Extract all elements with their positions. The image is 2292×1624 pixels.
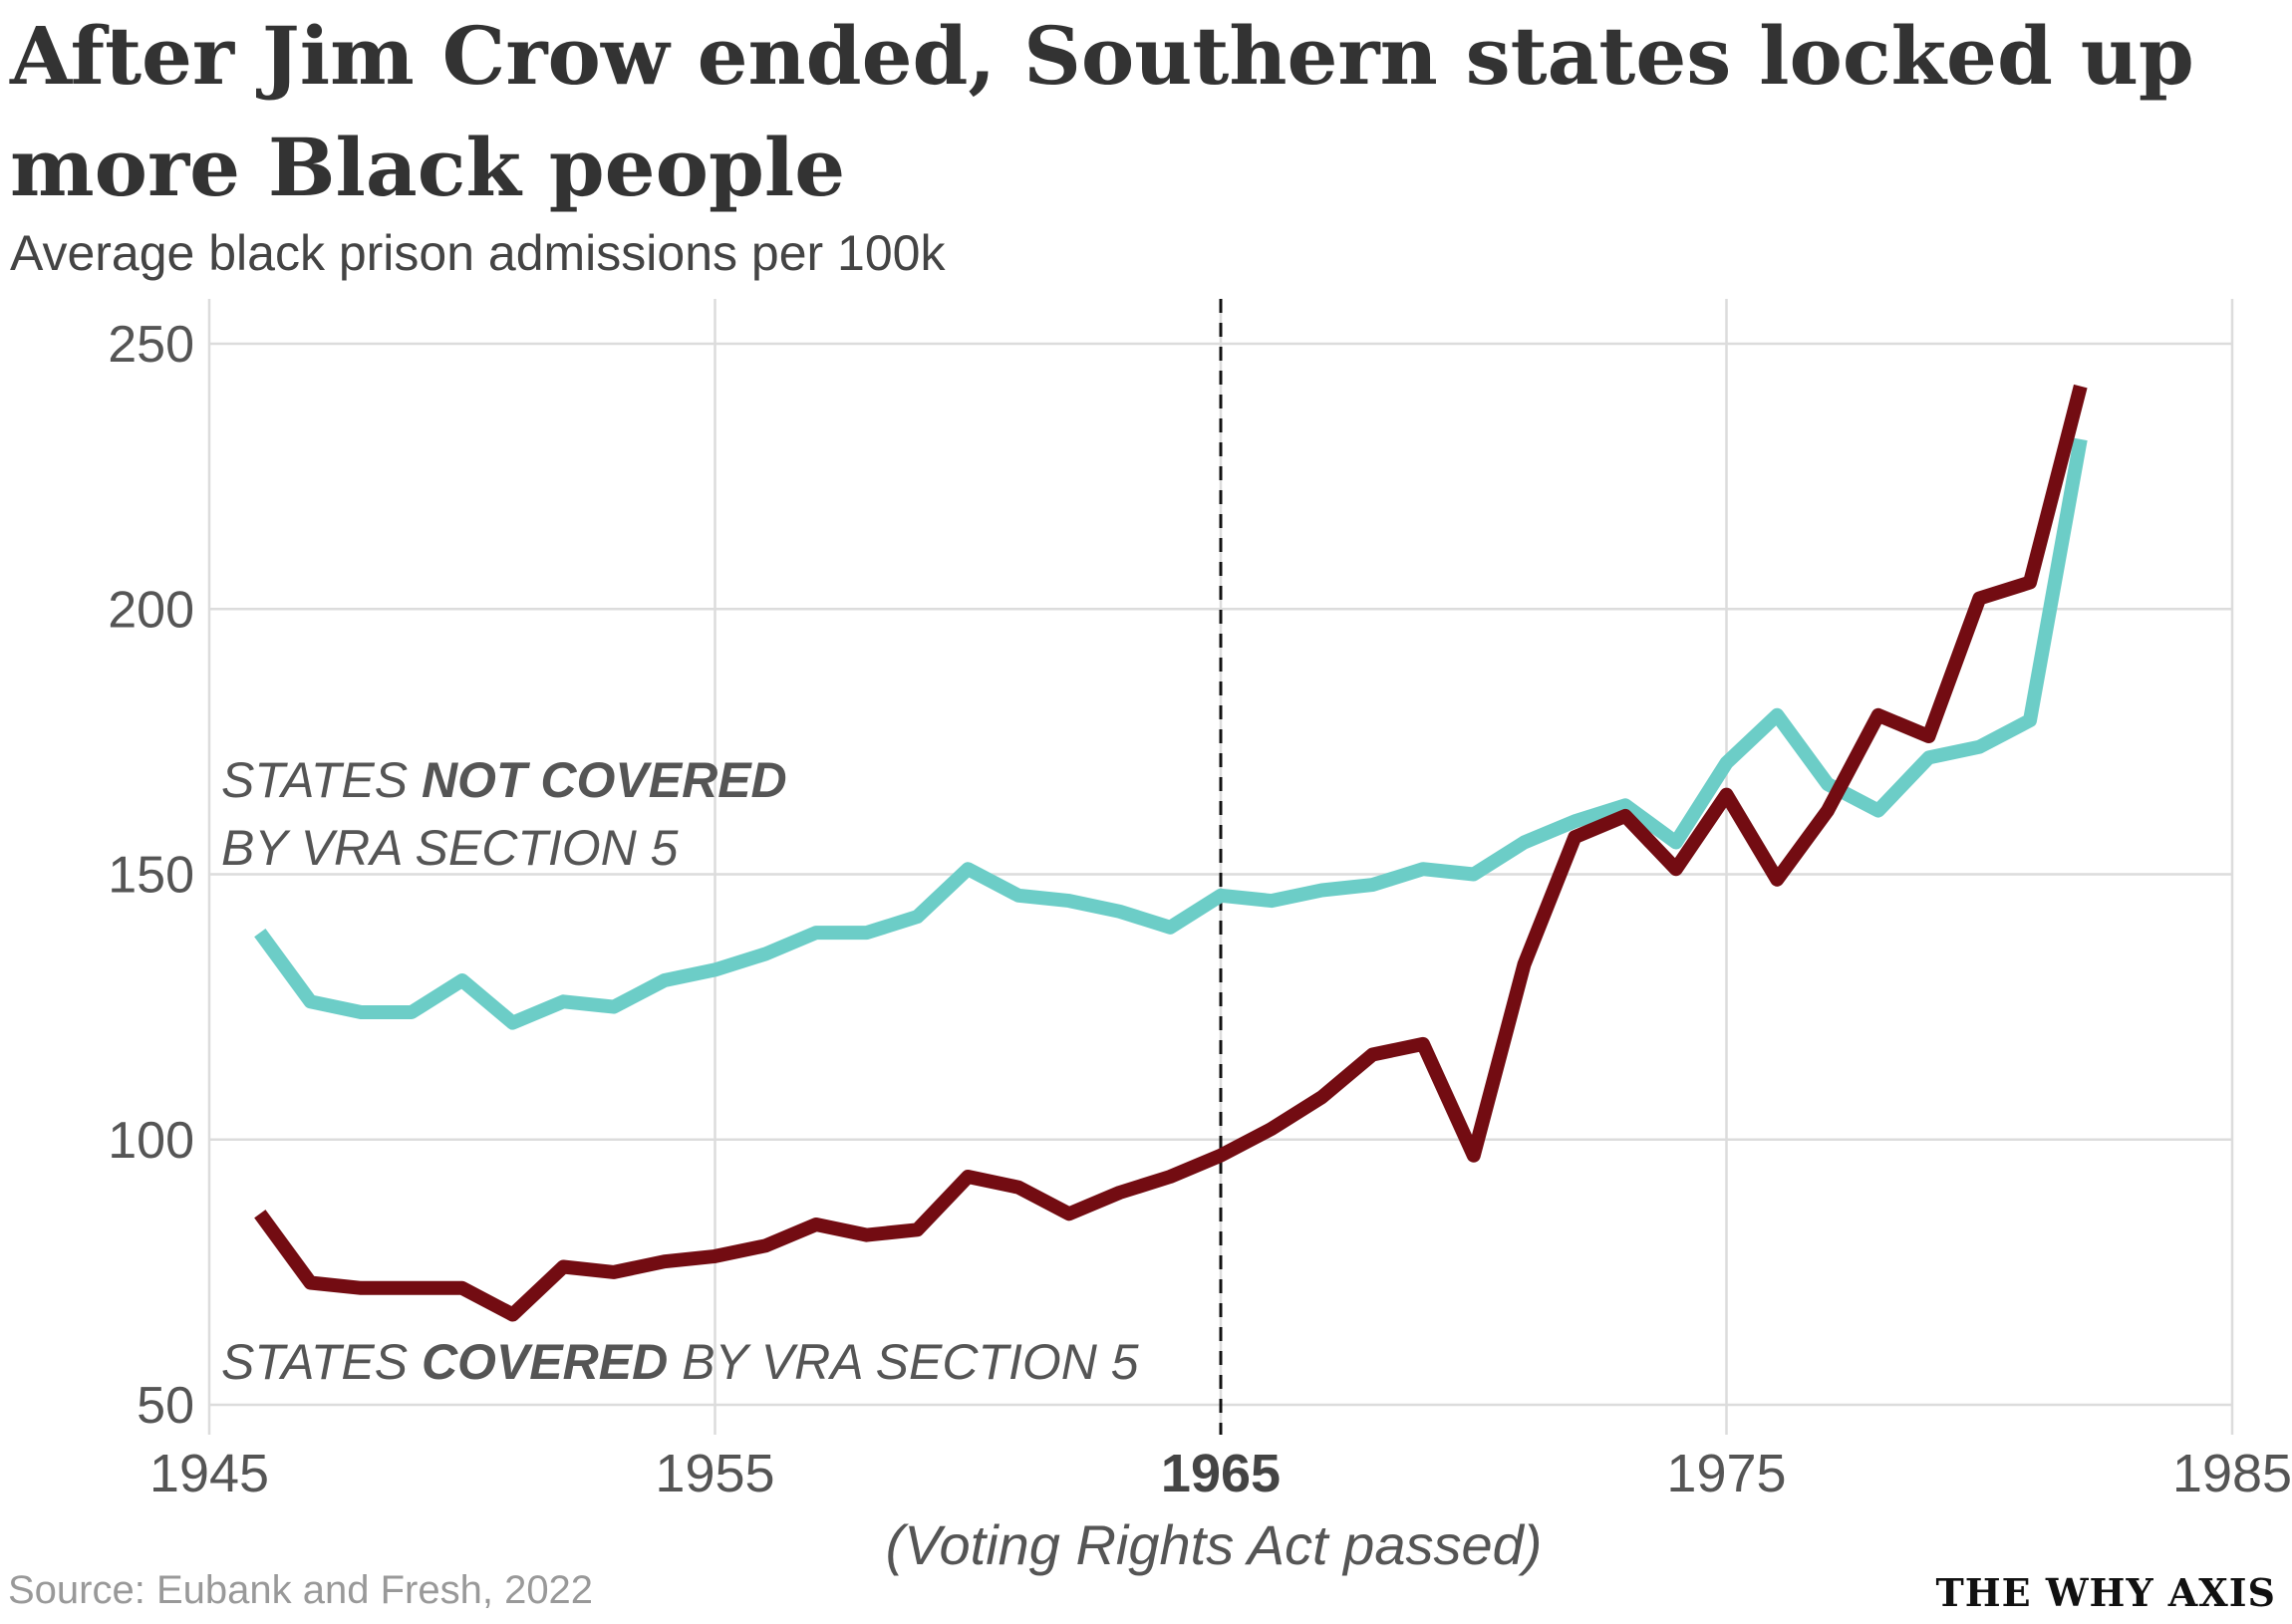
source-note: Source: Eubank and Fresh, 2022 xyxy=(8,1568,594,1612)
annotation-not-covered-line2: BY VRA SECTION 5 xyxy=(221,820,679,876)
vra-passed-label: (Voting Rights Act passed) xyxy=(886,1513,1543,1576)
annotation-not-covered-emphasis: NOT COVERED xyxy=(422,752,787,808)
series-line-not-covered xyxy=(254,437,2088,1030)
y-tick-label: 150 xyxy=(108,847,194,905)
annotation-not-covered-prefix: STATES xyxy=(221,752,422,808)
annotation-not-covered: STATES NOT COVERED xyxy=(221,752,787,808)
chart-subtitle: Average black prison admissions per 100k xyxy=(10,225,946,281)
annotation-covered-suffix: BY VRA SECTION 5 xyxy=(668,1334,1139,1390)
x-tick-label-highlight: 1965 xyxy=(1161,1444,1281,1503)
annotation-covered-prefix: STATES xyxy=(221,1334,422,1390)
y-tick-label: 50 xyxy=(137,1377,194,1435)
x-tick-label: 1975 xyxy=(1666,1444,1786,1503)
series-line-covered xyxy=(254,384,2088,1322)
x-tick-label: 1955 xyxy=(655,1444,774,1503)
annotation-covered-emphasis: COVERED xyxy=(422,1334,668,1390)
brand-logo: THE WHY AXIS xyxy=(1935,1570,2276,1615)
series-lines xyxy=(254,384,2088,1322)
y-tick-label: 250 xyxy=(108,316,194,374)
x-tick-label: 1945 xyxy=(149,1444,269,1503)
y-tick-label: 200 xyxy=(108,581,194,639)
y-tick-label: 100 xyxy=(108,1112,194,1170)
x-tick-label: 1985 xyxy=(2172,1444,2292,1503)
axis-ticks: 50 100 150 200 250 1945 1955 1965 1975 1985 xyxy=(108,316,2292,1503)
annotation-covered: STATES COVERED BY VRA SECTION 5 xyxy=(221,1334,1139,1390)
chart-title: After Jim Crow ended, Southern states lo… xyxy=(10,9,2194,214)
grid-lines xyxy=(207,299,2234,1435)
